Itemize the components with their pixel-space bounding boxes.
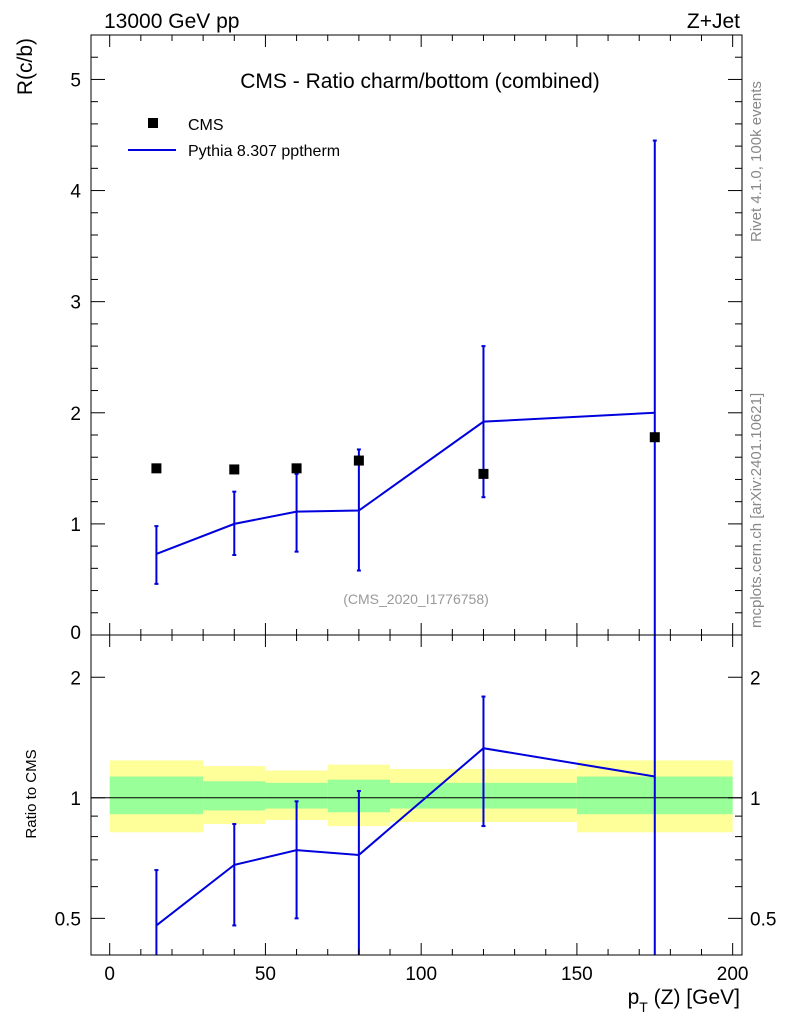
ratio-plot-frame xyxy=(90,634,743,956)
cms-data-point xyxy=(229,464,240,475)
legend-cms-marker xyxy=(148,118,158,128)
ratio-y-tick-label-right: 0.5 xyxy=(750,909,776,930)
x-tick-label: 150 xyxy=(561,964,593,985)
x-axis-label-rest: (Z) [GeV] xyxy=(648,986,740,1009)
x-tick-label: 50 xyxy=(255,964,276,985)
cms-data-point xyxy=(649,432,660,443)
beam-energy-label: 13000 GeV pp xyxy=(104,10,239,33)
ratio-y-tick-label-left: 0.5 xyxy=(55,909,81,930)
x-axis-label-main: p xyxy=(628,986,640,1009)
main-y-axis-label: R(c/b) xyxy=(14,38,37,95)
source-label: mcplots.cern.ch [arXiv:2401.10621] xyxy=(748,393,765,628)
rivet-version-label: Rivet 4.1.0, 100k events xyxy=(748,81,765,242)
mc-line xyxy=(156,411,655,555)
ratio-y-axis-label: Ratio to CMS xyxy=(23,749,40,838)
cms-data-point xyxy=(151,463,162,474)
main-y-tick-label: 2 xyxy=(70,404,81,425)
ratio-y-tick-label-right: 1 xyxy=(750,789,761,810)
x-tick-label: 200 xyxy=(717,964,749,985)
legend: CMS Pythia 8.307 pptherm xyxy=(128,117,340,160)
ratio-mc-line xyxy=(155,747,655,927)
cms-data-point xyxy=(478,468,489,479)
main-y-zero-label: 0 xyxy=(70,623,81,644)
chart-title: CMS - Ratio charm/bottom (combined) xyxy=(240,70,599,93)
ratio-band-inner xyxy=(109,776,204,815)
main-y-tick-label: 5 xyxy=(70,70,81,91)
x-tick-label: 0 xyxy=(104,964,115,985)
main-y-tick-label: 1 xyxy=(70,515,81,536)
ratio-y-tick-label-left: 1 xyxy=(70,789,81,810)
x-tick-label: 100 xyxy=(405,964,437,985)
legend-mc-label: Pythia 8.307 pptherm xyxy=(188,143,340,160)
main-y-tick-label: 3 xyxy=(70,293,81,314)
x-axis-label-sub: T xyxy=(639,999,648,1015)
process-label: Z+Jet xyxy=(687,10,740,33)
analysis-id-label: (CMS_2020_I1776758) xyxy=(343,591,489,607)
cms-data-point xyxy=(353,455,364,466)
main-y-tick-label: 4 xyxy=(70,182,81,203)
x-axis-label: pT (Z) [GeV] xyxy=(628,986,740,1015)
ratio-y-tick-label-left: 2 xyxy=(70,668,81,689)
cms-data-point xyxy=(291,463,302,474)
ratio-band-inner xyxy=(203,781,266,811)
ratio-y-tick-label-right: 2 xyxy=(750,668,761,689)
legend-cms-label: CMS xyxy=(188,117,224,134)
